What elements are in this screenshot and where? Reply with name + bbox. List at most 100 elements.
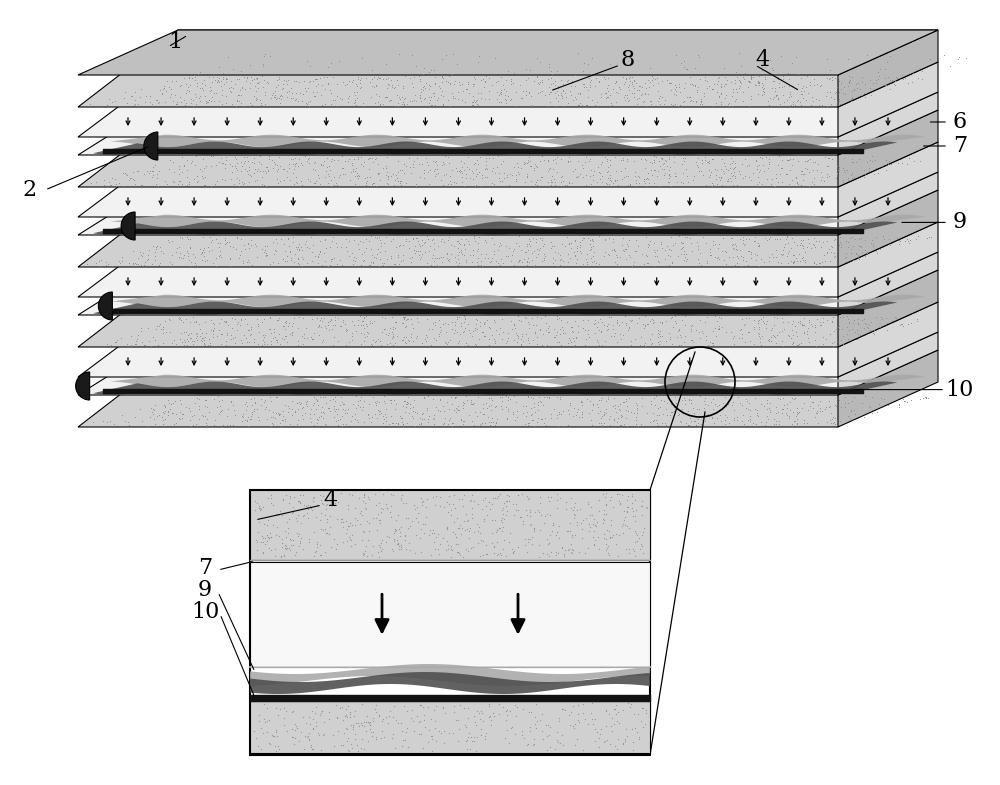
Point: [269, 314, 285, 327]
Point: [667, 78, 683, 91]
Point: [338, 338, 354, 351]
Point: [575, 322, 591, 334]
Point: [807, 155, 823, 168]
Point: [176, 339, 192, 352]
Point: [218, 154, 234, 166]
Point: [171, 159, 187, 172]
Point: [345, 397, 361, 410]
Point: [197, 78, 213, 91]
Polygon shape: [838, 110, 938, 187]
Point: [159, 178, 175, 191]
Point: [203, 95, 219, 108]
Point: [192, 82, 208, 94]
Point: [806, 172, 822, 184]
Polygon shape: [78, 30, 938, 107]
Point: [317, 255, 333, 268]
Point: [735, 251, 751, 264]
Point: [661, 243, 677, 255]
Point: [374, 326, 390, 338]
Point: [383, 250, 399, 262]
Point: [478, 152, 494, 165]
Point: [196, 241, 212, 254]
Point: [598, 403, 614, 416]
Point: [586, 246, 602, 258]
Point: [481, 339, 497, 352]
Point: [454, 78, 470, 90]
Point: [646, 260, 662, 272]
Point: [140, 322, 156, 334]
Point: [506, 161, 522, 173]
Point: [414, 407, 430, 420]
Point: [366, 71, 382, 83]
Point: [788, 51, 804, 64]
Point: [177, 99, 193, 111]
Point: [728, 66, 744, 78]
Point: [251, 75, 267, 88]
Point: [742, 76, 758, 89]
Point: [417, 246, 433, 258]
Point: [405, 411, 421, 424]
Point: [735, 236, 751, 249]
Point: [359, 326, 375, 338]
Point: [219, 410, 235, 422]
Point: [765, 93, 781, 106]
Point: [208, 86, 224, 99]
Point: [735, 233, 751, 246]
Point: [549, 313, 565, 326]
Point: [738, 254, 754, 267]
Point: [606, 243, 622, 256]
Point: [229, 73, 245, 86]
Point: [680, 418, 696, 431]
Point: [506, 319, 522, 331]
Point: [455, 418, 471, 430]
Point: [85, 416, 101, 429]
Point: [629, 407, 645, 420]
Point: [441, 253, 457, 265]
Point: [663, 398, 679, 411]
Point: [637, 162, 653, 174]
Point: [225, 399, 241, 411]
Point: [555, 175, 571, 188]
Point: [523, 409, 539, 422]
Point: [586, 539, 602, 551]
Point: [609, 173, 625, 186]
Point: [561, 407, 577, 420]
Point: [505, 245, 521, 257]
Point: [591, 506, 607, 518]
Point: [387, 81, 403, 93]
Point: [882, 49, 898, 62]
Point: [531, 506, 547, 518]
Point: [527, 717, 543, 730]
Point: [522, 240, 538, 253]
Point: [466, 495, 482, 507]
Point: [329, 241, 345, 254]
Point: [842, 74, 858, 86]
Point: [585, 239, 601, 252]
Point: [748, 254, 764, 266]
Point: [125, 258, 141, 271]
Point: [356, 254, 372, 266]
Point: [399, 396, 415, 408]
Point: [347, 165, 363, 177]
Point: [399, 396, 415, 408]
Point: [436, 725, 452, 737]
Point: [194, 332, 210, 345]
Point: [329, 257, 345, 270]
Point: [709, 86, 725, 98]
Point: [347, 255, 363, 268]
Point: [525, 391, 541, 403]
Point: [733, 250, 749, 262]
Point: [222, 418, 238, 431]
Point: [574, 234, 590, 246]
Point: [399, 98, 415, 111]
Point: [502, 168, 518, 181]
Point: [798, 94, 814, 107]
Point: [287, 94, 303, 107]
Point: [466, 397, 482, 410]
Point: [741, 233, 757, 246]
Point: [476, 513, 492, 525]
Point: [333, 513, 349, 525]
Point: [451, 334, 467, 347]
Point: [819, 100, 835, 112]
Point: [469, 410, 485, 422]
